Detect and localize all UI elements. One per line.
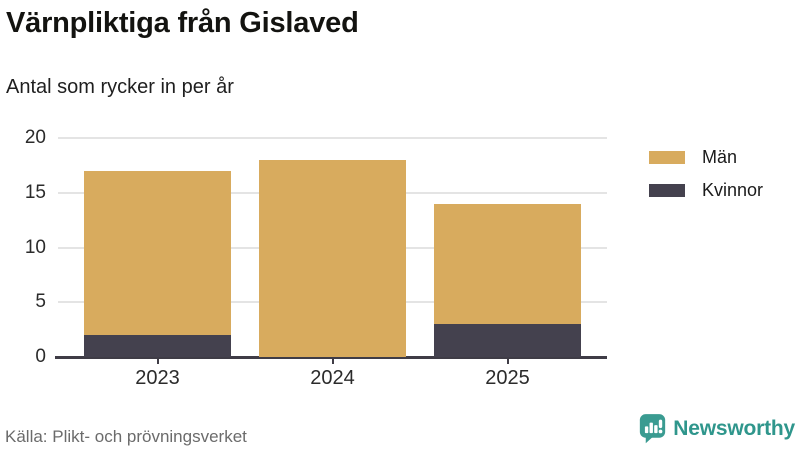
newsworthy-logo: Newsworthy [639,413,795,444]
legend-item-män: Män [649,147,763,168]
x-tick-label-2024: 2024 [310,367,355,389]
plot-area: 2023 2024 2025 [55,137,607,389]
legend-label-kvinnor: Kvinnor [702,180,764,200]
legend-swatch-kvinnor [649,184,685,197]
y-tick-label-15: 15 [24,181,46,203]
chart-title: Värnpliktiga från Gislaved [6,7,359,39]
bar-segment-män-2025 [434,203,581,325]
bar-segment-kvinnor-2023 [84,335,231,357]
x-tick-mark-2024 [331,357,334,364]
x-tick-mark-2025 [506,357,509,364]
chart-subtitle: Antal som rycker in per år [6,76,234,98]
y-tick-label-10: 10 [24,236,46,258]
gridline-20 [58,137,607,139]
y-tick-label-5: 5 [35,291,46,313]
legend-item-kvinnor: Kvinnor [649,180,763,201]
x-tick-label-2023: 2023 [135,367,180,389]
y-axis: 0 5 10 15 20 [0,127,46,367]
bar-segment-män-2023 [84,170,231,336]
x-axis-line [55,356,607,359]
source-note: Källa: Plikt- och prövningsverket [5,427,247,446]
legend: Män Kvinnor [649,147,763,201]
bar-segment-kvinnor-2025 [434,324,581,357]
y-tick-label-20: 20 [24,127,46,148]
bar-segment-män-2024 [259,159,406,357]
x-tick-mark-2023 [156,357,159,364]
legend-swatch-män [649,151,685,164]
y-tick-label-0: 0 [35,346,46,367]
x-tick-label-2025: 2025 [485,367,530,389]
newsworthy-logo-icon [640,414,666,444]
newsworthy-logo-text: Newsworthy [673,416,795,440]
legend-label-män: Män [702,147,738,167]
